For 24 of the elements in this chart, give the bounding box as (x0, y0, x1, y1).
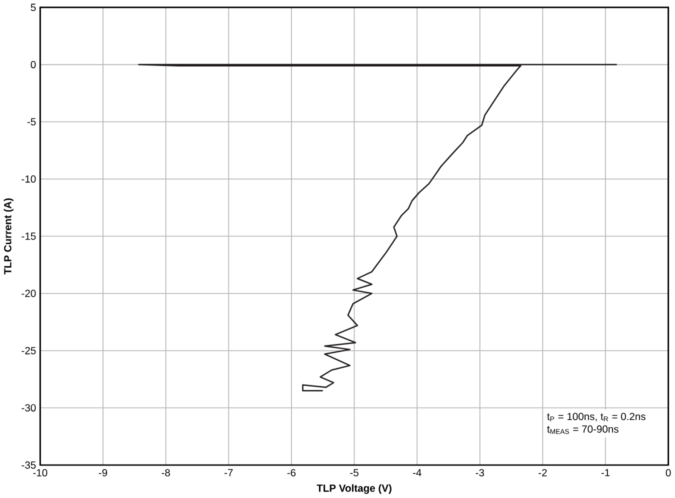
line-series (138, 64, 618, 392)
y-tick-label: -15 (22, 232, 36, 240)
y-axis-title: TLP Current (A) (4, 198, 14, 275)
y-tick-label: -10 (22, 176, 36, 183)
x-tick-label: -1 (601, 469, 610, 476)
annotation: t$_{MEAS}$ = 70-90ns (547, 426, 618, 434)
y-tick-label: -30 (22, 404, 36, 412)
y-tick-label: -35 (22, 462, 36, 469)
x-tick-label: -7 (224, 469, 233, 476)
x-tick-label: 0 (666, 469, 671, 477)
x-axis-title: TLP Voltage (V) (316, 484, 392, 494)
annotation: t$_{P}$ = 100ns, t$_{R}$ = 0.2ns (547, 412, 646, 422)
x-tick-label: -2 (538, 469, 547, 476)
x-tick-label: -4 (412, 469, 422, 476)
x-tick-label: -6 (287, 469, 296, 477)
y-tick-label: 5 (30, 4, 36, 12)
y-tick-label: -25 (22, 347, 36, 354)
y-tick-label: -20 (22, 290, 36, 298)
x-tick-label: -3 (476, 469, 484, 477)
x-tick-label: -5 (350, 469, 358, 476)
y-tick-label: 0 (30, 61, 36, 68)
x-tick-label: -8 (162, 469, 170, 477)
y-tick-label: -5 (27, 118, 36, 126)
x-tick-label: -9 (98, 469, 108, 477)
